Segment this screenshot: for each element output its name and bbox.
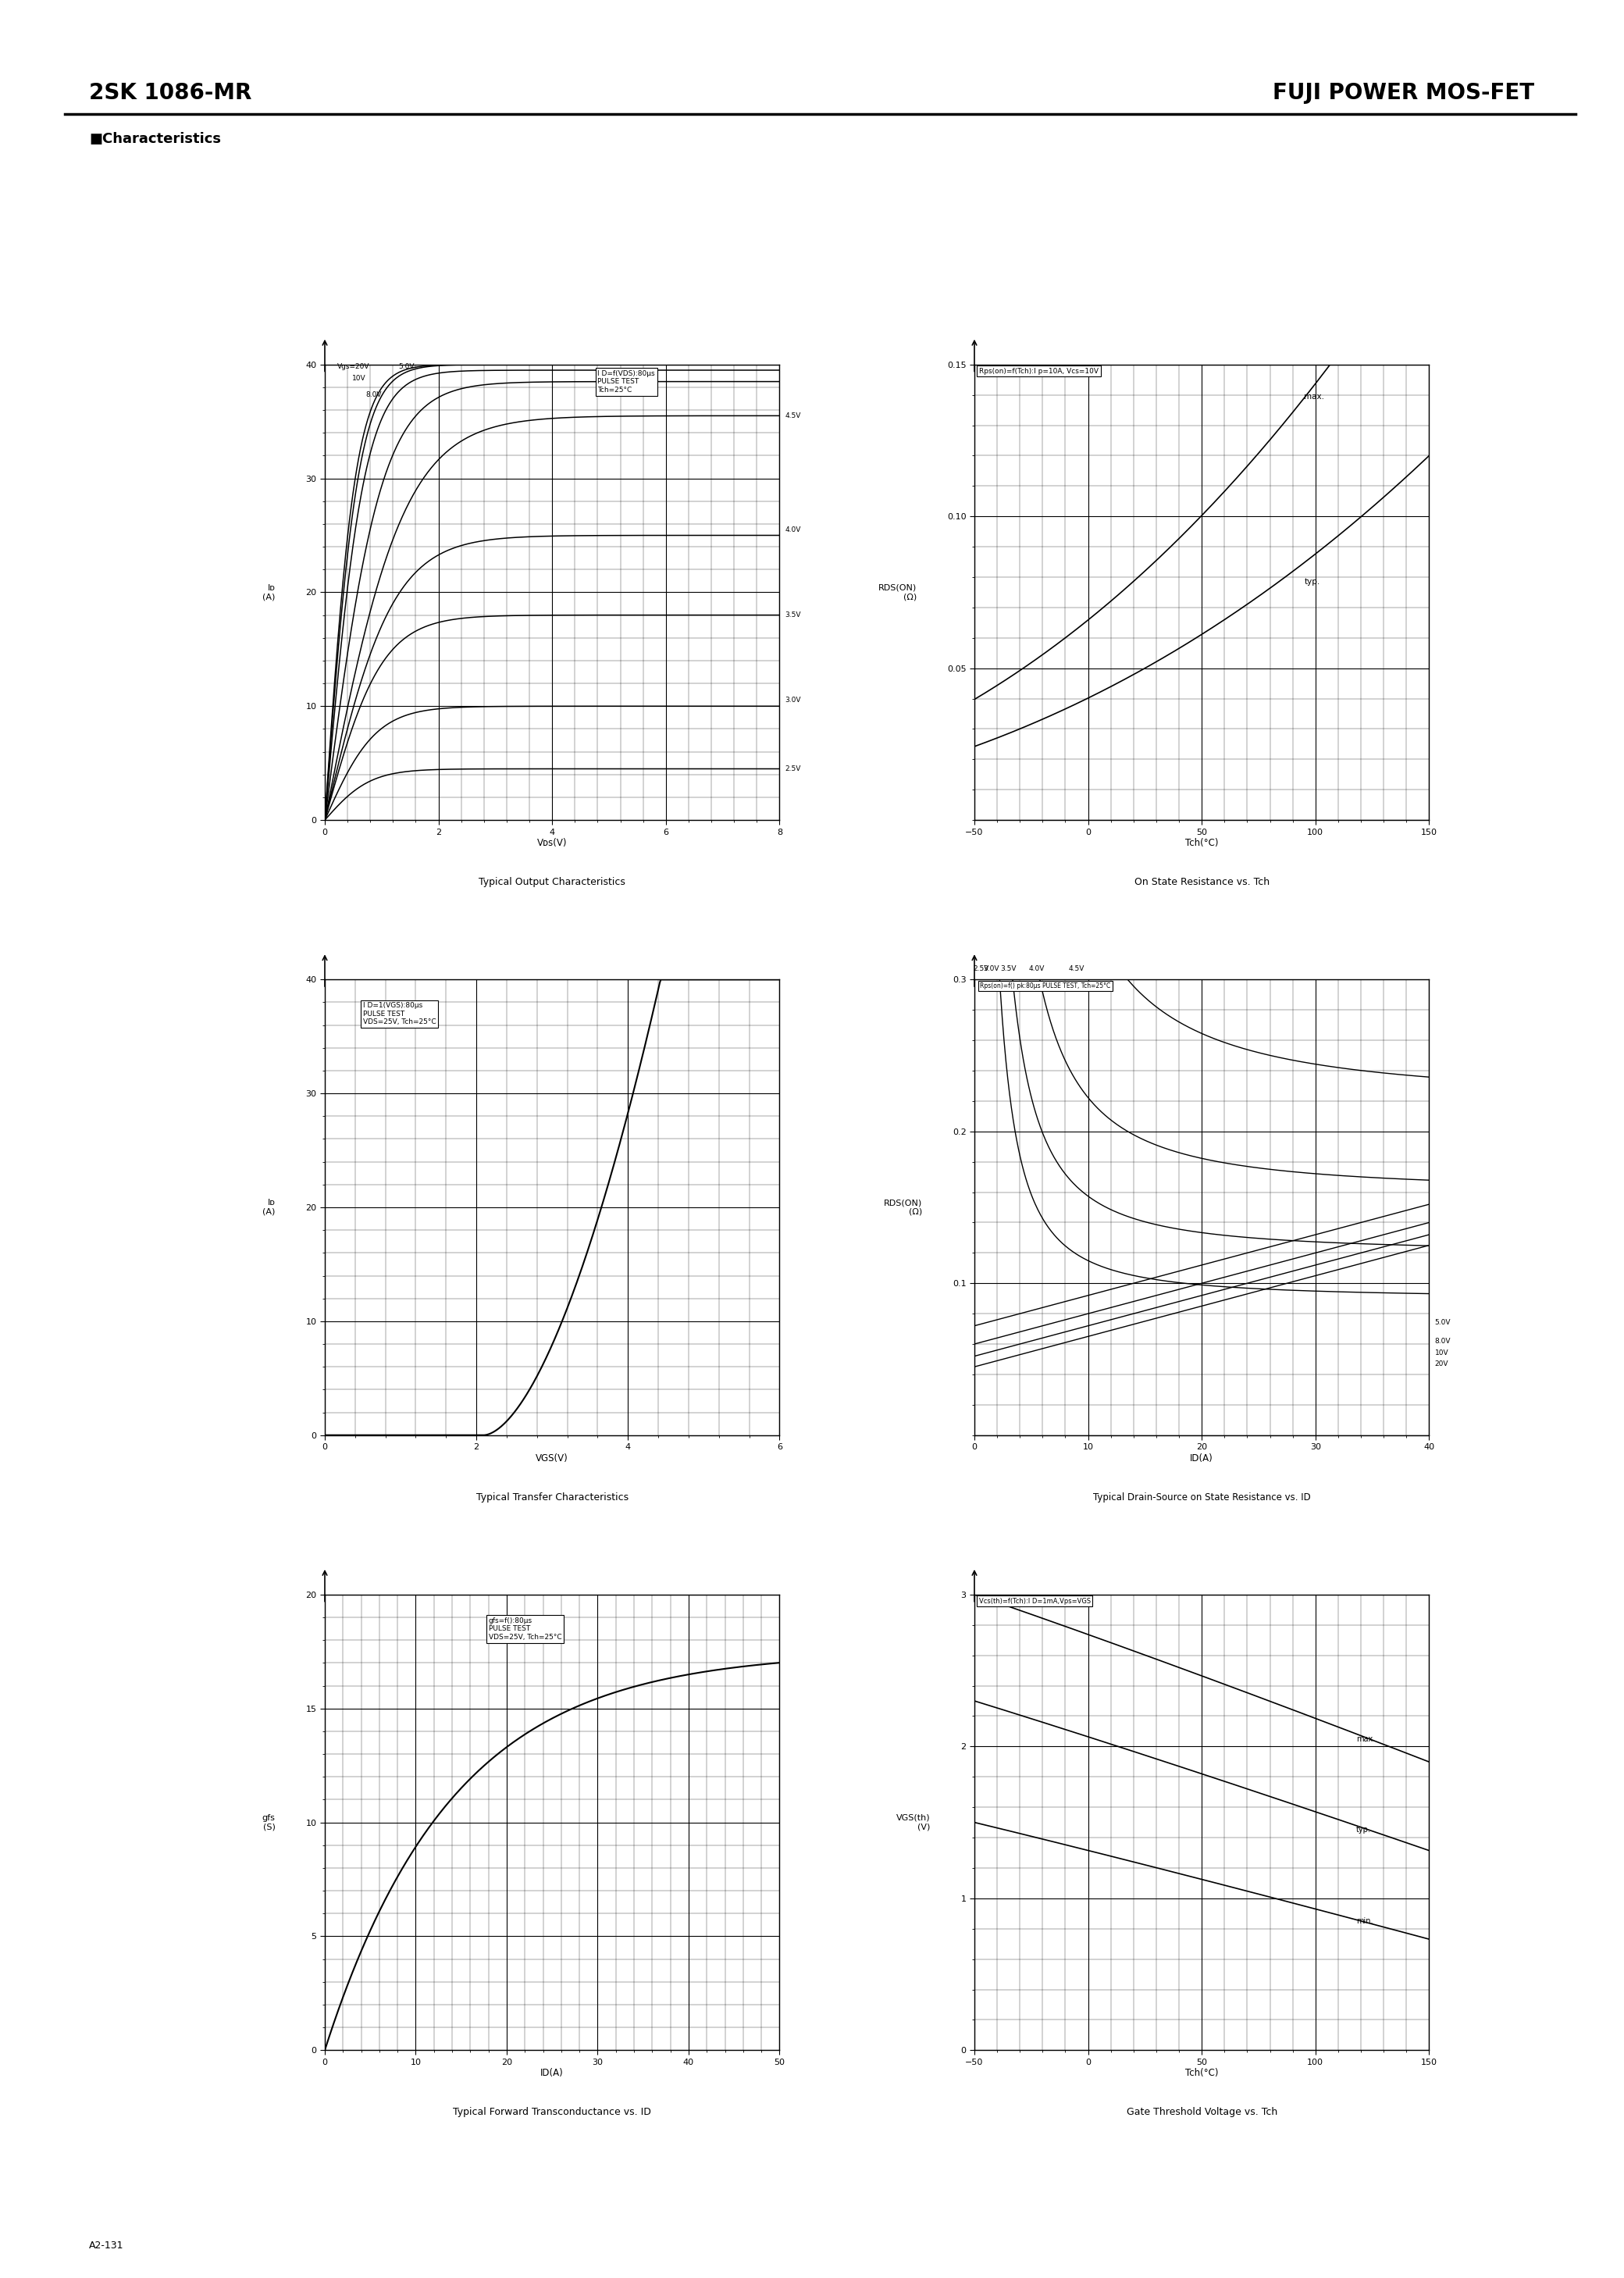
Text: I D=1(VGS):80μs
PULSE TEST
VDS=25V, Tch=25°C: I D=1(VGS):80μs PULSE TEST VDS=25V, Tch=… xyxy=(362,1002,435,1025)
Text: 4.0V: 4.0V xyxy=(1030,966,1044,973)
Text: 3.0V: 3.0V xyxy=(786,697,801,704)
Text: ■Characteristics: ■Characteristics xyxy=(89,132,221,146)
Text: Rps(on)=f(Tch):I p=10A, Vcs=10V: Rps(on)=f(Tch):I p=10A, Vcs=10V xyxy=(979,367,1098,374)
Text: max.: max. xyxy=(1304,392,1325,401)
Text: On State Resistance vs. Tch: On State Resistance vs. Tch xyxy=(1134,877,1270,886)
Text: 10V: 10V xyxy=(352,374,365,380)
Text: 20V: 20V xyxy=(1436,1360,1449,1367)
Text: Rps(on)=f() pk:80μs PULSE TEST, Tch=25°C: Rps(on)=f() pk:80μs PULSE TEST, Tch=25°C xyxy=(981,982,1111,989)
Text: Typical Transfer Characteristics: Typical Transfer Characteristics xyxy=(476,1492,628,1501)
Text: 2.5V: 2.5V xyxy=(786,765,801,772)
X-axis label: ID(A): ID(A) xyxy=(1190,1453,1213,1462)
Text: min.: min. xyxy=(1356,1918,1374,1925)
Y-axis label: RDS(ON)
(Ω): RDS(ON) (Ω) xyxy=(883,1198,922,1216)
Text: 3.5V: 3.5V xyxy=(786,611,801,620)
Y-axis label: Iᴅ
(A): Iᴅ (A) xyxy=(263,583,276,601)
Text: 10V: 10V xyxy=(1436,1349,1449,1358)
Text: 3.0V: 3.0V xyxy=(984,966,999,973)
X-axis label: Tch(°C): Tch(°C) xyxy=(1186,838,1218,847)
Y-axis label: VGS(th)
(V): VGS(th) (V) xyxy=(896,1813,931,1832)
Text: Gate Threshold Voltage vs. Tch: Gate Threshold Voltage vs. Tch xyxy=(1127,2107,1276,2116)
Text: 8.0V: 8.0V xyxy=(1436,1337,1450,1344)
Text: 4.5V: 4.5V xyxy=(1069,966,1085,973)
Text: A2-131: A2-131 xyxy=(89,2242,123,2251)
Text: 4.5V: 4.5V xyxy=(786,412,801,419)
X-axis label: VGS(V): VGS(V) xyxy=(536,1453,568,1462)
Text: gfs=f():80μs
PULSE TEST
VDS=25V, Tch=25°C: gfs=f():80μs PULSE TEST VDS=25V, Tch=25°… xyxy=(489,1617,562,1640)
Text: typ.: typ. xyxy=(1356,1827,1371,1834)
Text: 8.0V: 8.0V xyxy=(365,392,382,399)
Y-axis label: RDS(ON)
(Ω): RDS(ON) (Ω) xyxy=(879,583,916,601)
X-axis label: Tch(°C): Tch(°C) xyxy=(1186,2068,1218,2078)
Text: Typical Output Characteristics: Typical Output Characteristics xyxy=(479,877,625,886)
Text: FUJI POWER MOS-FET: FUJI POWER MOS-FET xyxy=(1273,82,1535,105)
Text: max.: max. xyxy=(1356,1736,1376,1743)
Text: Typical Forward Transconductance vs. ID: Typical Forward Transconductance vs. ID xyxy=(453,2107,651,2116)
X-axis label: ID(A): ID(A) xyxy=(541,2068,564,2078)
Text: Vcs(th)=f(Tch):I D=1mA,Vps=VGS: Vcs(th)=f(Tch):I D=1mA,Vps=VGS xyxy=(979,1597,1091,1604)
Text: Typical Drain-Source on State Resistance vs. ID: Typical Drain-Source on State Resistance… xyxy=(1093,1492,1311,1501)
Text: 4.0V: 4.0V xyxy=(786,526,801,533)
Text: 2SK 1086-MR: 2SK 1086-MR xyxy=(89,82,252,105)
Y-axis label: Iᴅ
(A): Iᴅ (A) xyxy=(263,1198,276,1216)
X-axis label: Vᴅs(V): Vᴅs(V) xyxy=(538,838,567,847)
Text: 2.5V: 2.5V xyxy=(973,966,989,973)
Text: 5.0V: 5.0V xyxy=(400,362,414,369)
Y-axis label: gfs
(S): gfs (S) xyxy=(261,1813,276,1832)
Text: I D=f(VDS):80μs
PULSE TEST
Tch=25°C: I D=f(VDS):80μs PULSE TEST Tch=25°C xyxy=(598,369,654,394)
Text: 3.5V: 3.5V xyxy=(1000,966,1017,973)
Text: 5.0V: 5.0V xyxy=(1436,1319,1450,1326)
Text: typ.: typ. xyxy=(1304,579,1320,585)
Text: Vgs=20V: Vgs=20V xyxy=(338,362,370,369)
